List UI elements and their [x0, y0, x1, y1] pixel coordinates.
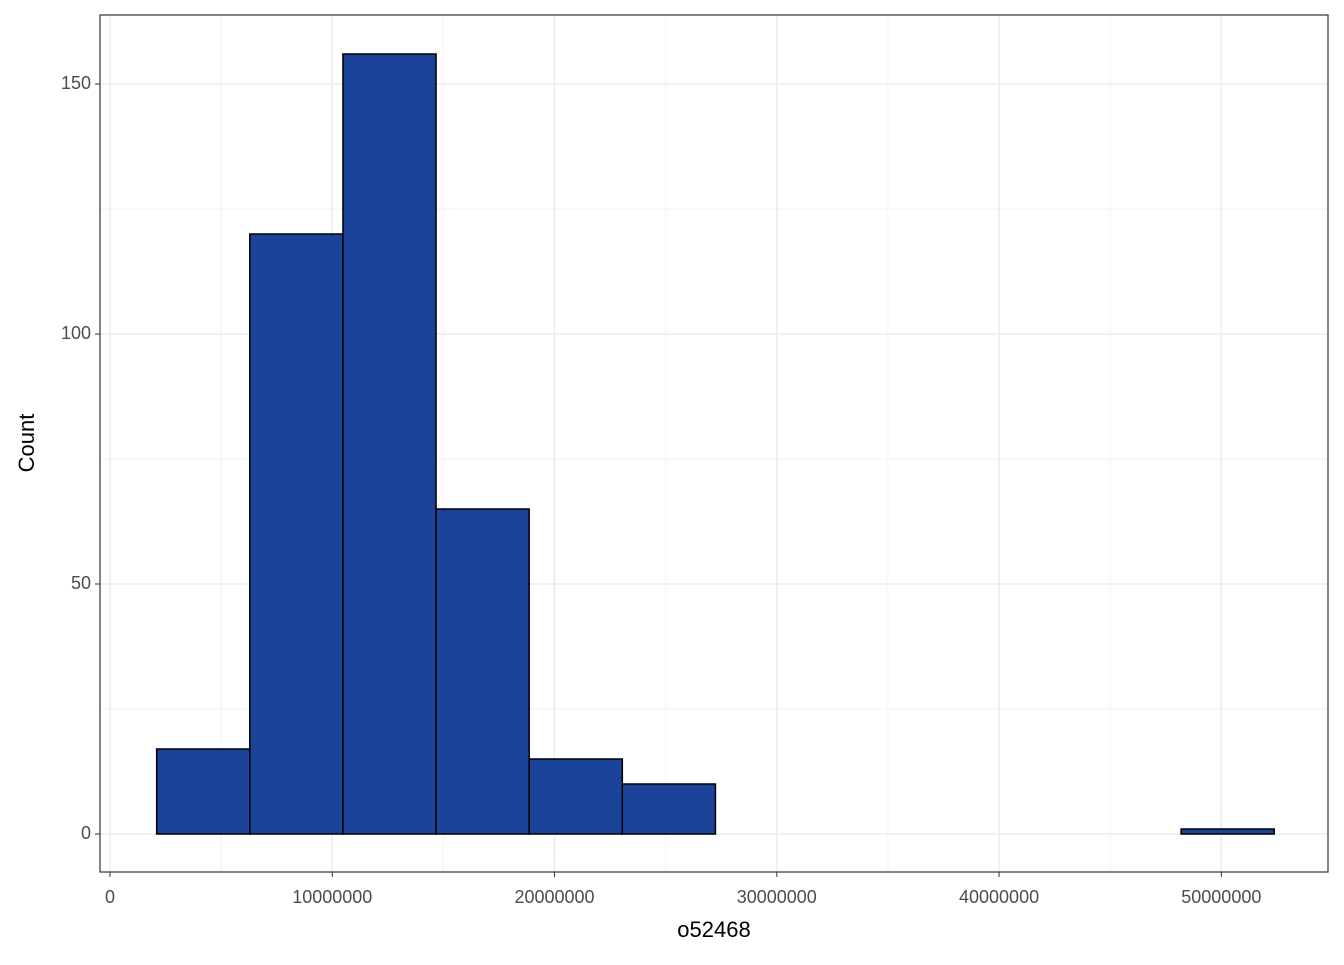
y-tick-label: 50 — [71, 573, 91, 593]
panel-border — [99, 14, 1329, 873]
y-tick-label: 100 — [61, 323, 91, 343]
bar — [1180, 828, 1275, 835]
y-tick-label: 150 — [61, 73, 91, 93]
y-axis-title: Count — [14, 414, 39, 473]
x-axis-title: o52468 — [677, 917, 750, 942]
x-tick-label: 10000000 — [292, 887, 372, 907]
bar — [155, 748, 251, 835]
x-tick-label: 40000000 — [959, 887, 1039, 907]
y-tick-label: 0 — [81, 823, 91, 843]
bar — [249, 233, 344, 835]
x-tick-label: 30000000 — [737, 887, 817, 907]
x-tick-label: 50000000 — [1181, 887, 1261, 907]
x-tick-label: 20000000 — [514, 887, 594, 907]
bar — [528, 758, 624, 835]
x-tick-label: 0 — [105, 887, 115, 907]
bar — [621, 783, 717, 835]
bar — [342, 53, 437, 835]
bar — [435, 508, 530, 835]
